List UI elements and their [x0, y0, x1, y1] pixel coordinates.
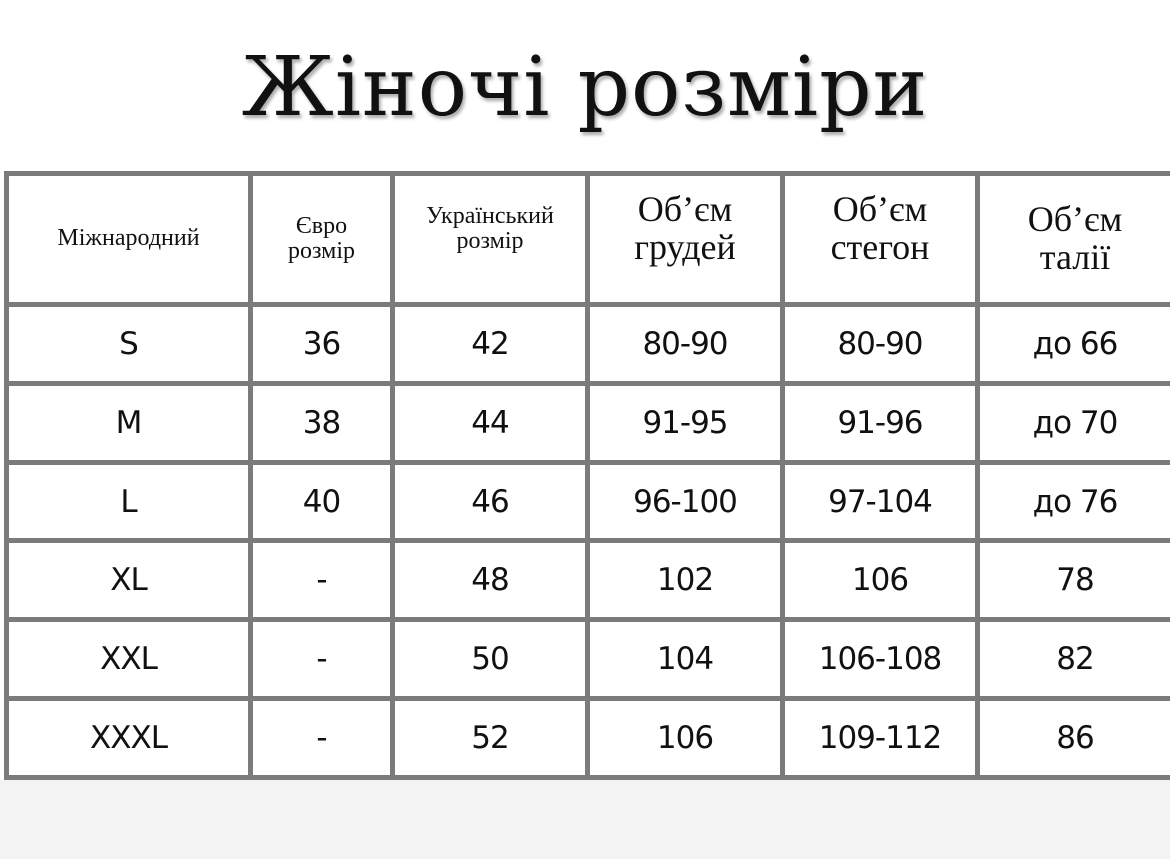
- cell-ukrainian: 46: [390, 459, 590, 544]
- header-ukrainian-size: Український розмір: [390, 171, 590, 307]
- table-row: S 36 42 80-90 80-90 до 66: [4, 302, 1170, 386]
- cell-hips: 80-90: [780, 302, 980, 386]
- cell-hips: 91-96: [780, 380, 980, 465]
- cell-euro: 40: [248, 459, 395, 544]
- table-row: XL -48 102 106 78: [4, 538, 1170, 623]
- cell-euro: -: [248, 538, 395, 623]
- page-title: Жіночі розміри: [241, 40, 929, 135]
- cell-euro: -: [248, 617, 395, 702]
- table-row: M 38 44 91-95 91-96 до 70: [4, 380, 1170, 465]
- cell-waist: 78: [975, 538, 1170, 623]
- cell-hips: 109-112: [780, 696, 980, 780]
- cell-ukrainian: 52: [390, 696, 590, 780]
- cell-bust: 106: [585, 696, 785, 780]
- cell-international: XL: [4, 538, 253, 623]
- cell-euro: 38: [248, 380, 395, 465]
- cell-euro: 36: [248, 302, 395, 386]
- table-row: XXXL -52 106 109-112 86: [4, 696, 1170, 780]
- header-bust: Об’єм грудей: [585, 171, 785, 307]
- cell-waist: 82: [975, 617, 1170, 702]
- cell-international: M: [4, 380, 253, 465]
- header-row: Міжнародний Євро розмір Український розм…: [4, 171, 1170, 307]
- cell-hips: 106-108: [780, 617, 980, 702]
- cell-ukrainian: 50: [390, 617, 590, 702]
- cell-international: L: [4, 459, 253, 544]
- cell-international: XXL: [4, 617, 253, 702]
- cell-bust: 91-95: [585, 380, 785, 465]
- header-waist: Об’єм талії: [975, 171, 1170, 307]
- header-hips: Об’єм стегон: [780, 171, 980, 307]
- table-row: L 40 46 96-100 97-104 до 76: [4, 459, 1170, 544]
- table-row: XXL -50 104 106-108 82: [4, 617, 1170, 702]
- cell-waist: до 76: [975, 459, 1170, 544]
- cell-ukrainian: 42: [390, 302, 590, 386]
- cell-euro: -: [248, 696, 395, 780]
- cell-bust: 102: [585, 538, 785, 623]
- cell-ukrainian: 48: [390, 538, 590, 623]
- cell-bust: 104: [585, 617, 785, 702]
- cell-bust: 96-100: [585, 459, 785, 544]
- cell-waist: 86: [975, 696, 1170, 780]
- cell-ukrainian: 44: [390, 380, 590, 465]
- cell-hips: 106: [780, 538, 980, 623]
- cell-waist: до 70: [975, 380, 1170, 465]
- cell-bust: 80-90: [585, 302, 785, 386]
- header-international: Міжнародний: [4, 171, 253, 307]
- cell-international: S: [4, 302, 253, 386]
- cell-waist: до 66: [975, 302, 1170, 386]
- header-euro-size: Євро розмір: [248, 171, 395, 307]
- size-chart-table: Міжнародний Євро розмір Український розм…: [4, 171, 1170, 780]
- cell-hips: 97-104: [780, 459, 980, 544]
- cell-international: XXXL: [4, 696, 253, 780]
